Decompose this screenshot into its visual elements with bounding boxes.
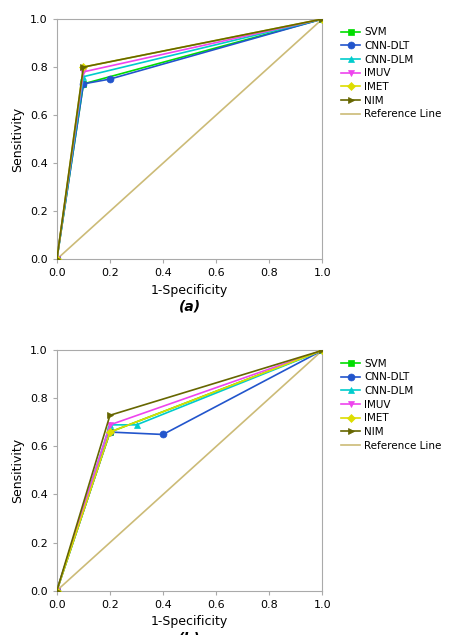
NIM (319, 347, 325, 354)
IMUV (54, 255, 60, 263)
IMUV (319, 15, 325, 23)
IMET (107, 428, 113, 436)
Y-axis label: Sensitivity: Sensitivity (11, 107, 25, 171)
SVM (54, 255, 60, 263)
Line: NIM: NIM (54, 347, 326, 594)
NIM (107, 411, 113, 419)
Legend: SVM, CNN-DLT, CNN-DLM, IMUV, IMET, NIM, Reference Line: SVM, CNN-DLT, CNN-DLM, IMUV, IMET, NIM, … (338, 356, 445, 454)
IMET (319, 15, 325, 23)
Line: SVM: SVM (54, 347, 326, 594)
Legend: SVM, CNN-DLT, CNN-DLM, IMUV, IMET, NIM, Reference Line: SVM, CNN-DLT, CNN-DLM, IMUV, IMET, NIM, … (338, 24, 445, 123)
SVM (54, 587, 60, 594)
Line: IMUV: IMUV (54, 16, 326, 263)
Line: CNN-DLM: CNN-DLM (54, 16, 326, 263)
Line: SVM: SVM (54, 16, 326, 263)
IMET (319, 347, 325, 354)
Line: CNN-DLM: CNN-DLM (54, 347, 326, 594)
IMUV (54, 587, 60, 594)
CNN-DLT (54, 587, 60, 594)
CNN-DLM (107, 421, 113, 429)
IMUV (81, 68, 86, 76)
NIM (81, 64, 86, 71)
CNN-DLM (319, 15, 325, 23)
Line: IMET: IMET (54, 347, 325, 593)
Line: IMET: IMET (54, 17, 325, 262)
CNN-DLT (107, 428, 113, 436)
CNN-DLM (81, 73, 86, 81)
CNN-DLM (54, 255, 60, 263)
Text: (b): (b) (178, 631, 201, 635)
IMET (81, 64, 86, 71)
NIM (54, 587, 60, 594)
Line: CNN-DLT: CNN-DLT (54, 347, 326, 594)
Text: (a): (a) (179, 300, 201, 314)
CNN-DLM (54, 587, 60, 594)
IMUV (319, 347, 325, 354)
IMUV (107, 421, 113, 429)
CNN-DLT (54, 255, 60, 263)
SVM (107, 428, 113, 436)
Y-axis label: Sensitivity: Sensitivity (11, 438, 25, 503)
Line: NIM: NIM (54, 16, 326, 263)
CNN-DLT (319, 15, 325, 23)
SVM (319, 347, 325, 354)
IMET (54, 587, 60, 594)
NIM (54, 255, 60, 263)
CNN-DLT (81, 80, 86, 88)
IMET (54, 255, 60, 263)
CNN-DLM (134, 421, 139, 429)
X-axis label: 1-Specificity: 1-Specificity (151, 615, 228, 628)
CNN-DLT (107, 76, 113, 83)
CNN-DLT (319, 347, 325, 354)
X-axis label: 1-Specificity: 1-Specificity (151, 284, 228, 297)
SVM (81, 80, 86, 88)
CNN-DLM (319, 347, 325, 354)
Line: CNN-DLT: CNN-DLT (54, 16, 326, 263)
SVM (319, 15, 325, 23)
NIM (319, 15, 325, 23)
CNN-DLT (160, 431, 166, 438)
Line: IMUV: IMUV (54, 347, 326, 594)
